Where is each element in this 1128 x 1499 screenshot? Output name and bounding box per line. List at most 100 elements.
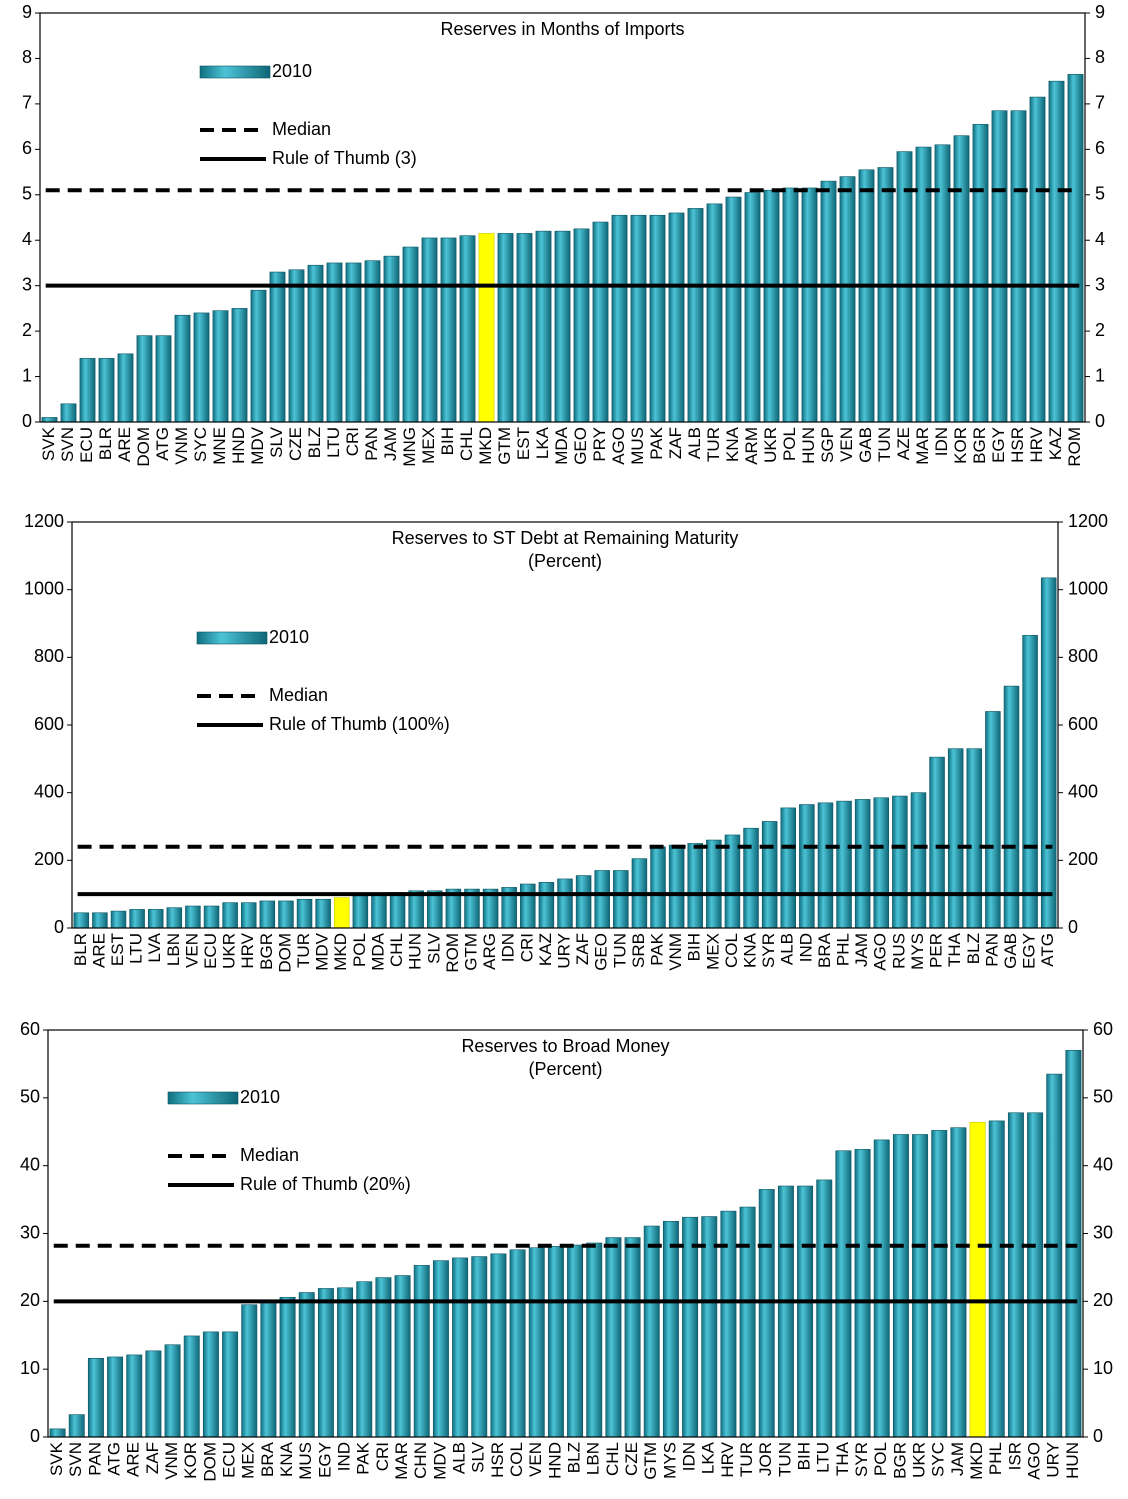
x-tick-label: IDN (932, 427, 951, 456)
x-tick-label: KOR (181, 1442, 200, 1479)
x-tick-label: JAM (948, 1442, 967, 1476)
bar (478, 233, 495, 423)
bar (203, 905, 220, 929)
bar (650, 846, 666, 929)
x-tick-label: BRA (258, 1441, 277, 1477)
x-tick-label: MDV (430, 1441, 449, 1479)
x-tick-label: LTU (324, 427, 343, 458)
x-tick-label: PRY (590, 427, 609, 462)
legend-label: Rule of Thumb (20%) (240, 1174, 411, 1194)
chart-title: Reserves to Broad Money (461, 1036, 669, 1056)
bar (1003, 685, 1020, 929)
y2-tick-label: 40 (1093, 1154, 1113, 1174)
y-tick-label: 6 (22, 138, 32, 158)
x-tick-label: VNM (162, 1442, 181, 1480)
x-tick-label: RUS (889, 933, 908, 969)
x-tick-label: ARE (89, 933, 108, 968)
bar (222, 1331, 239, 1438)
bar (145, 1350, 162, 1438)
x-tick-label: HRV (718, 1441, 737, 1477)
x-tick-label: AGO (609, 427, 628, 465)
bar (947, 748, 964, 929)
x-tick-label: PAN (85, 1442, 104, 1476)
y-tick-label: 20 (20, 1290, 40, 1310)
bar (471, 1256, 488, 1438)
bar (79, 358, 96, 423)
x-tick-label: URY (554, 933, 573, 969)
x-tick-label: VNM (172, 427, 191, 465)
bar (594, 870, 610, 929)
bar (174, 314, 191, 423)
x-tick-label: MUS (628, 427, 647, 465)
bar (630, 214, 647, 423)
x-tick-label: BLR (96, 427, 115, 460)
x-tick-label: ECU (77, 427, 96, 463)
bar (497, 233, 514, 423)
x-tick-label: MAR (913, 427, 932, 465)
bar (763, 189, 780, 423)
bar (854, 799, 871, 929)
bar (991, 110, 1008, 423)
x-tick-label: SLV (267, 426, 286, 458)
chart: 0 0 10 10 20 20 30 30 40 40 50 50 60 60 SVK SVN PAN ATG AR… (20, 1019, 1113, 1482)
bar (873, 797, 890, 929)
bar (250, 289, 267, 423)
x-tick-label: UKR (910, 1442, 929, 1478)
bar (240, 902, 257, 929)
y-tick-label: 0 (22, 411, 32, 431)
x-tick-label: HND (545, 1442, 564, 1479)
x-tick-label: SYR (759, 933, 778, 968)
x-tick-label: LBN (584, 1442, 603, 1475)
x-tick-label: IDN (680, 1442, 699, 1471)
x-tick-label: CHN (411, 1442, 430, 1479)
bar (877, 167, 894, 423)
bar (706, 839, 722, 929)
x-tick-label: ALB (450, 1442, 469, 1474)
y2-tick-label: 50 (1093, 1087, 1113, 1107)
x-tick-label: EGY (1020, 933, 1039, 969)
bar (136, 335, 153, 423)
y-tick-label: 1 (22, 365, 32, 385)
bar (724, 834, 741, 929)
chart-subtitle: (Percent) (528, 551, 602, 571)
legend-label: Rule of Thumb (3) (272, 148, 417, 168)
x-tick-label: HSR (1008, 427, 1027, 463)
bar (567, 1244, 584, 1438)
y2-tick-label: 400 (1068, 781, 1098, 801)
bar (820, 180, 837, 423)
bar (279, 1296, 296, 1438)
x-tick-label: KNA (723, 426, 742, 462)
bar (440, 237, 457, 423)
bar (356, 1281, 373, 1438)
bar (649, 214, 666, 423)
bar (117, 353, 134, 423)
x-tick-label: BGR (970, 427, 989, 464)
x-tick-label: COL (722, 933, 741, 968)
x-tick-label: EGY (315, 1442, 334, 1478)
bar (547, 1246, 564, 1438)
x-tick-label: AGO (871, 933, 890, 971)
x-tick-label: ECU (201, 933, 220, 969)
bar (516, 233, 533, 423)
x-tick-label: SVK (39, 426, 58, 461)
bar (687, 208, 704, 423)
x-tick-label: ALB (685, 427, 704, 459)
x-tick-label: SLV (424, 932, 443, 964)
bar (624, 1237, 641, 1438)
y-tick-label: 200 (34, 849, 64, 869)
bar (402, 246, 419, 423)
bar (668, 212, 685, 423)
y-tick-label: 50 (20, 1087, 40, 1107)
y-tick-label: 1200 (24, 511, 64, 531)
x-tick-label: TUR (704, 427, 723, 462)
x-tick-label: ECU (220, 1442, 239, 1478)
x-tick-label: PHL (986, 1442, 1005, 1475)
bar (816, 1179, 833, 1438)
bar (1046, 1073, 1063, 1438)
x-tick-label: CRI (517, 933, 536, 962)
bar (910, 792, 927, 929)
x-tick-label: MNG (400, 427, 419, 467)
x-tick-label: MDV (248, 426, 267, 464)
x-tick-label: UKR (761, 427, 780, 463)
x-tick-label: KNA (741, 932, 760, 968)
